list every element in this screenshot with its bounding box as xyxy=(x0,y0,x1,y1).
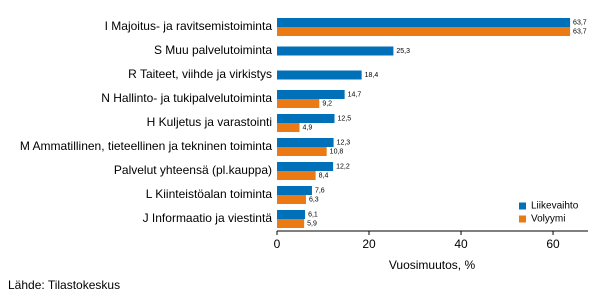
value-label: 10,8 xyxy=(330,148,344,155)
bar xyxy=(277,99,320,108)
value-label: 63,7 xyxy=(573,19,587,26)
y-tick-label: Palvelut yhteensä (pl.kauppa) xyxy=(114,163,272,177)
bar xyxy=(277,186,312,195)
value-label: 12,2 xyxy=(336,163,350,170)
bar xyxy=(277,162,334,171)
value-label: 12,3 xyxy=(337,139,351,146)
x-tick-label: 0 xyxy=(274,237,281,251)
value-label: 6,3 xyxy=(309,196,319,203)
y-tick-label: R Taiteet, viihde ja virkistys xyxy=(128,67,272,81)
source: Lähde: Tilastokeskus xyxy=(8,278,120,292)
value-label: 25,3 xyxy=(396,48,410,55)
value-label: 5,9 xyxy=(307,220,317,227)
value-label: 14,7 xyxy=(348,91,362,98)
legend-swatch xyxy=(519,215,526,223)
value-label: 9,2 xyxy=(322,100,332,107)
x-tick-label: 60 xyxy=(546,237,560,251)
y-tick-label: S Muu palvelutoiminta xyxy=(154,43,272,57)
value-label: 63,7 xyxy=(573,28,587,35)
legend-swatch xyxy=(519,202,526,210)
bar xyxy=(277,147,327,156)
value-label: 8,4 xyxy=(319,172,329,179)
bar xyxy=(277,70,362,80)
bar xyxy=(277,123,300,132)
bar xyxy=(277,114,335,123)
bar xyxy=(277,195,306,204)
x-axis-title: Vuosimuutos, % xyxy=(389,258,476,272)
y-tick-label: L Kiinteistöalan toiminta xyxy=(146,187,273,201)
value-label: 12,5 xyxy=(338,115,352,122)
bar xyxy=(277,138,334,147)
y-tick-label: I Majoitus- ja ravitsemistoiminta xyxy=(105,19,273,33)
bar xyxy=(277,171,316,180)
bar xyxy=(277,90,345,99)
legend-label: Liikevaihto xyxy=(531,201,579,212)
bar xyxy=(277,219,305,228)
value-label: 18,4 xyxy=(365,72,379,79)
y-tick-label: J Informaatio ja viestintä xyxy=(143,211,273,225)
legend-label: Volyymi xyxy=(531,214,565,225)
value-label: 7,6 xyxy=(315,187,325,194)
y-tick-label: M Ammatillinen, tieteellinen ja tekninen… xyxy=(20,139,272,153)
bar xyxy=(277,18,571,27)
bar xyxy=(277,46,394,56)
bar xyxy=(277,27,571,36)
y-tick-label: N Hallinto- ja tukipalvelutoiminta xyxy=(101,91,272,105)
x-tick-label: 20 xyxy=(362,237,376,251)
value-label: 6,1 xyxy=(308,211,318,218)
value-label: 4,9 xyxy=(303,124,313,131)
bar xyxy=(277,210,306,219)
x-tick-label: 40 xyxy=(454,237,468,251)
y-tick-label: H Kuljetus ja varastointi xyxy=(147,115,272,129)
